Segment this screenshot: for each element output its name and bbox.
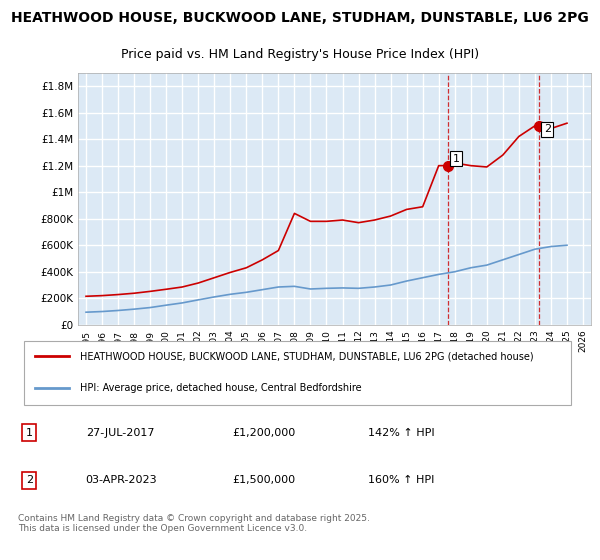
Text: 2: 2	[544, 124, 551, 134]
Text: 2: 2	[26, 475, 33, 485]
Text: £1,200,000: £1,200,000	[232, 428, 296, 437]
Text: HPI: Average price, detached house, Central Bedfordshire: HPI: Average price, detached house, Cent…	[80, 384, 362, 394]
Text: Price paid vs. HM Land Registry's House Price Index (HPI): Price paid vs. HM Land Registry's House …	[121, 48, 479, 61]
Text: 1: 1	[452, 153, 460, 164]
Text: 27-JUL-2017: 27-JUL-2017	[86, 428, 154, 437]
FancyBboxPatch shape	[23, 341, 571, 405]
Text: 160% ↑ HPI: 160% ↑ HPI	[368, 475, 434, 485]
Text: £1,500,000: £1,500,000	[232, 475, 295, 485]
Text: 142% ↑ HPI: 142% ↑ HPI	[368, 428, 434, 437]
Text: HEATHWOOD HOUSE, BUCKWOOD LANE, STUDHAM, DUNSTABLE, LU6 2PG: HEATHWOOD HOUSE, BUCKWOOD LANE, STUDHAM,…	[11, 11, 589, 25]
Text: Contains HM Land Registry data © Crown copyright and database right 2025.
This d: Contains HM Land Registry data © Crown c…	[18, 514, 370, 534]
Text: 03-APR-2023: 03-APR-2023	[86, 475, 157, 485]
Text: 1: 1	[26, 428, 33, 437]
Text: HEATHWOOD HOUSE, BUCKWOOD LANE, STUDHAM, DUNSTABLE, LU6 2PG (detached house): HEATHWOOD HOUSE, BUCKWOOD LANE, STUDHAM,…	[80, 351, 533, 361]
